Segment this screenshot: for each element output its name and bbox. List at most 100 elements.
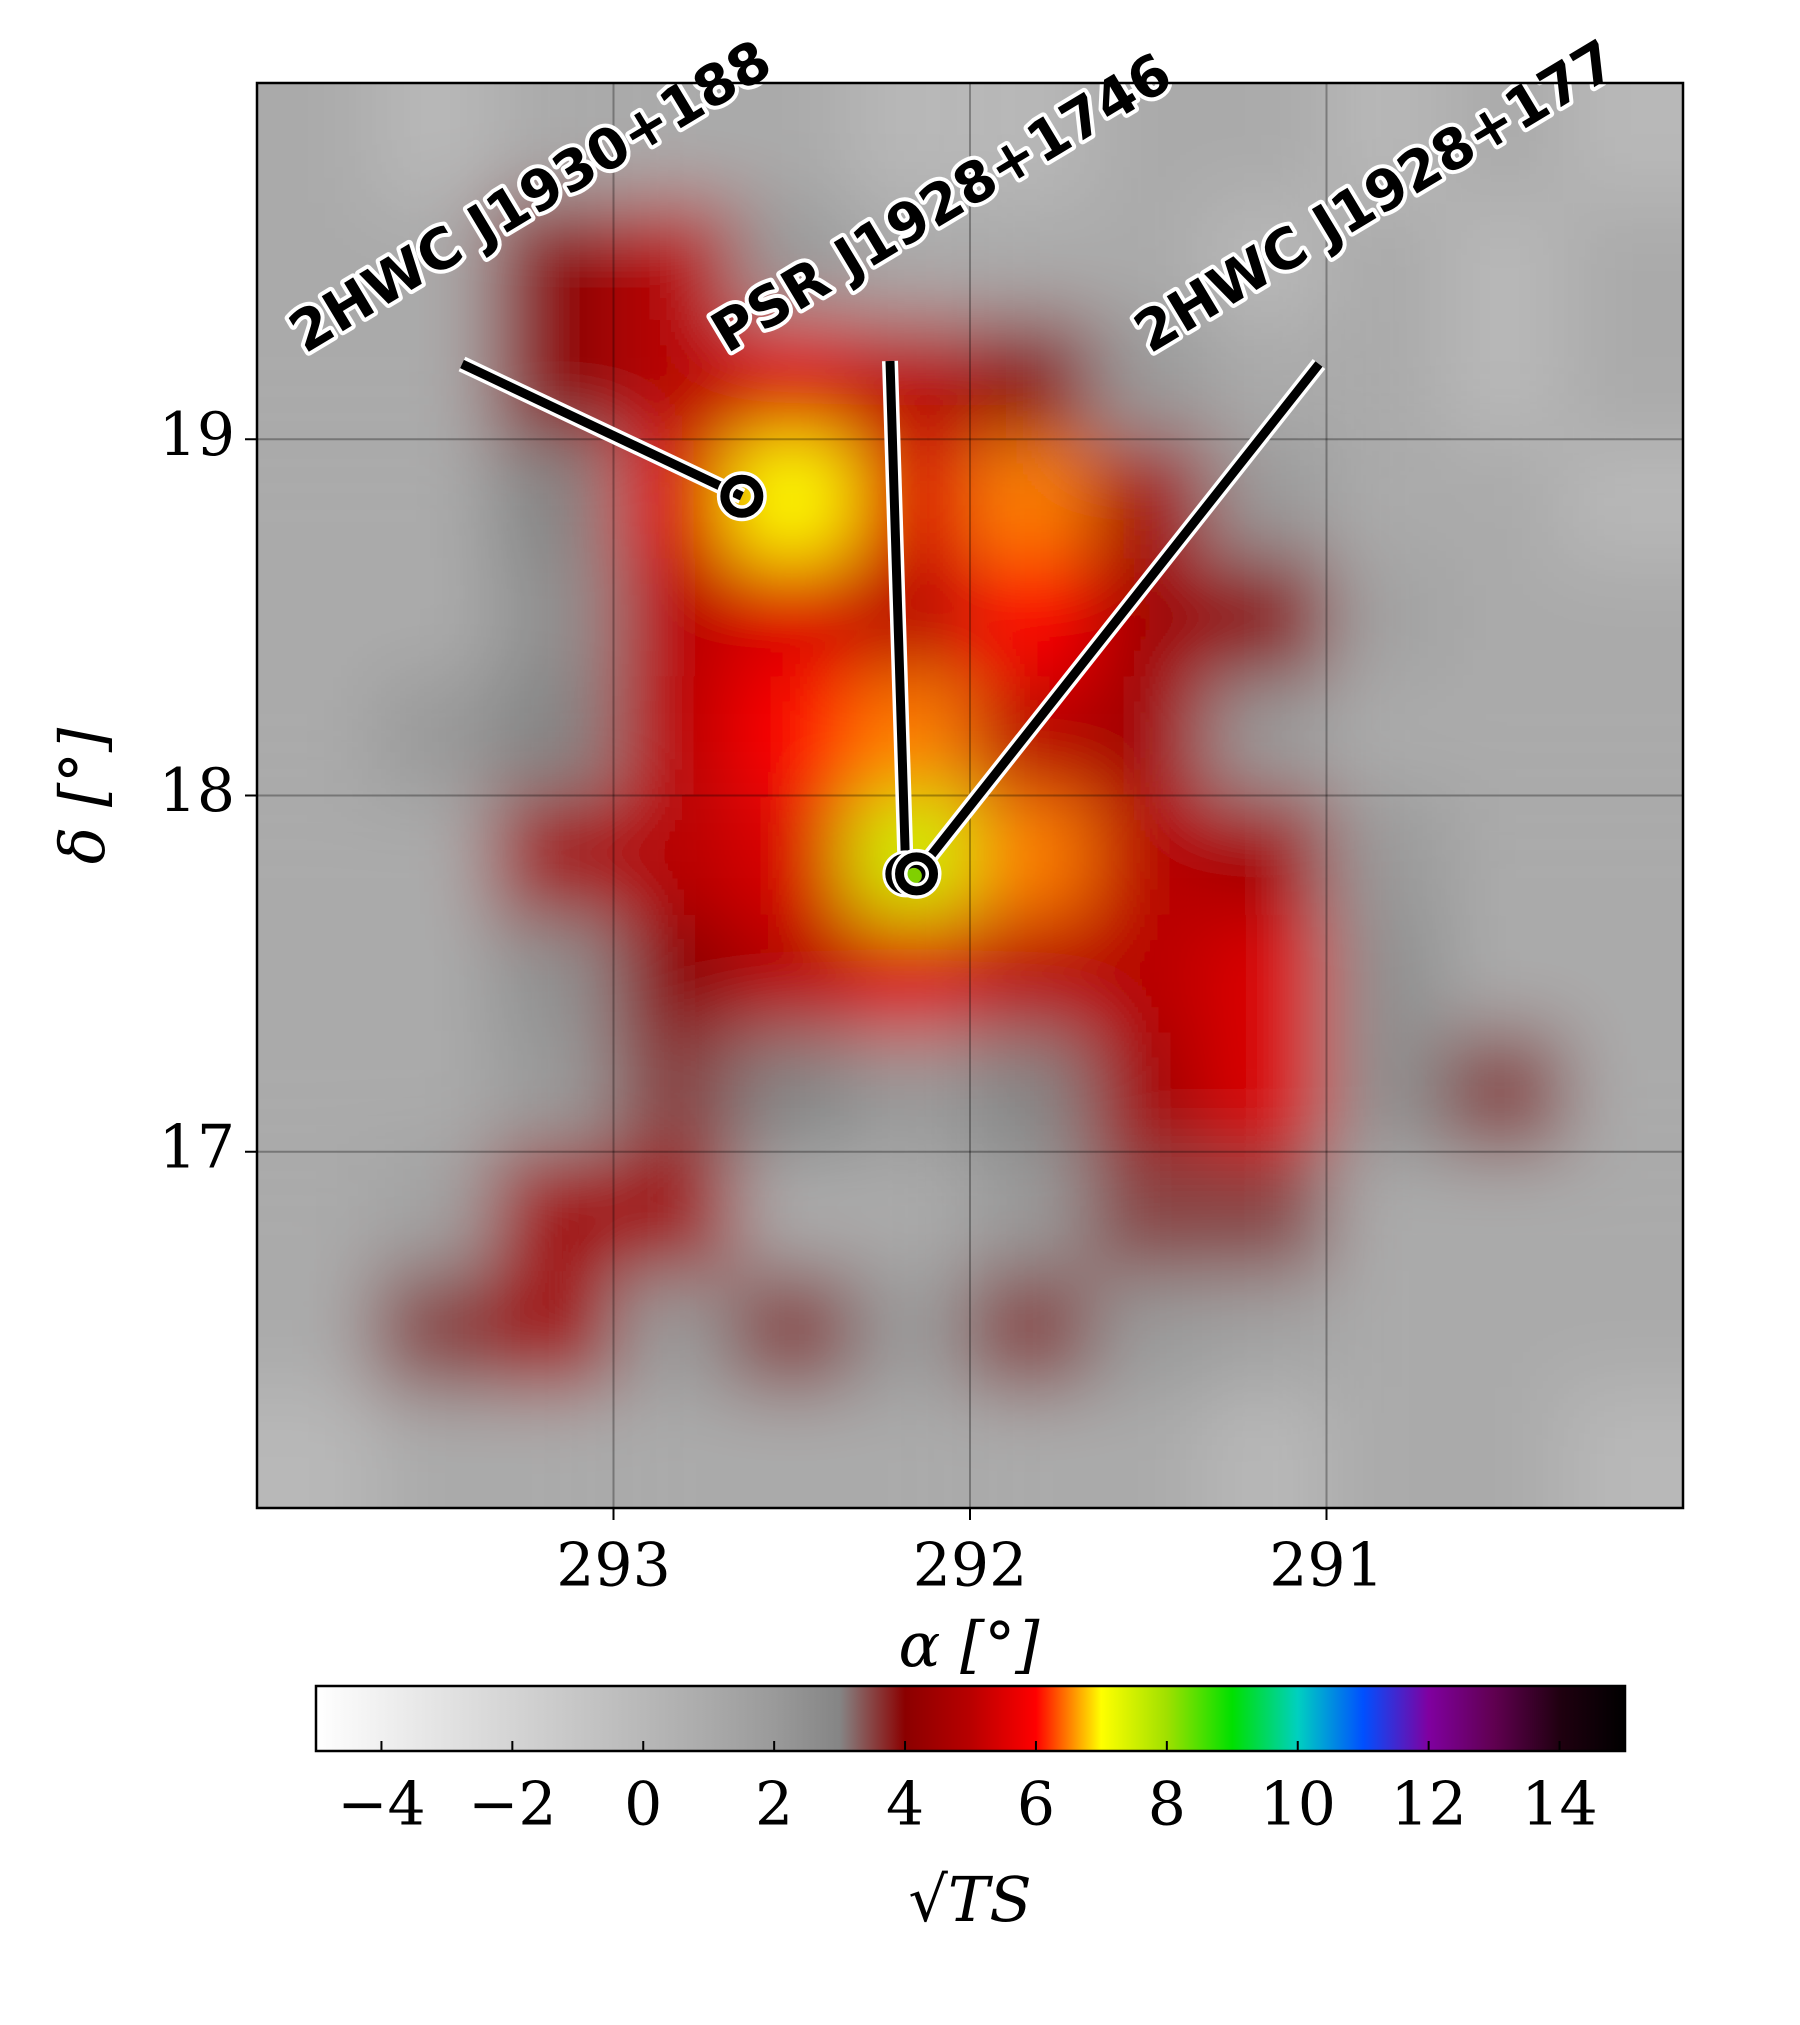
heat-cell [1207, 1388, 1326, 1508]
heat-cell [1563, 202, 1683, 321]
heat-cell [376, 676, 496, 795]
heat-cell [494, 797, 613, 916]
heat-cell [1563, 1271, 1683, 1390]
heat-cell [732, 914, 852, 1034]
heat-cell [1207, 676, 1326, 795]
heat-cell [257, 1388, 378, 1508]
heat-cell [732, 202, 852, 321]
heat-cell [850, 319, 970, 439]
heat-cell [1445, 797, 1565, 916]
heat-cell [494, 83, 613, 204]
heat-cell [494, 914, 613, 1034]
heat-cell [732, 797, 852, 916]
leader-line [885, 360, 911, 875]
heat-cell [494, 1153, 613, 1273]
heat-cell [1563, 1032, 1683, 1151]
heat-cell [1207, 202, 1326, 321]
heat-cell [376, 1271, 496, 1390]
heat-cell [257, 202, 378, 321]
heat-cell [615, 797, 734, 916]
heat-cell [615, 319, 734, 439]
heat-cell [1089, 1153, 1209, 1273]
heat-cell [1328, 83, 1447, 204]
heat-cell [257, 1153, 378, 1273]
colorbar-tick-label: −4 [337, 1770, 425, 1840]
heat-cell [1089, 1388, 1209, 1508]
heat-cell [1089, 319, 1209, 439]
heat-cell [257, 441, 378, 560]
heat-cell [376, 797, 496, 916]
heat-cell [850, 441, 970, 560]
heat-cell [971, 1032, 1091, 1151]
heat-cell [1207, 83, 1326, 204]
heat-cell [1328, 1032, 1447, 1151]
heat-cell [494, 558, 613, 678]
heat-cell [615, 1032, 734, 1151]
heat-cell [257, 797, 378, 916]
heat-cell [1207, 441, 1326, 560]
heat-cell [732, 319, 852, 439]
heat-cell [732, 1153, 852, 1273]
heat-cell [971, 1271, 1091, 1390]
heat-cell [1445, 676, 1565, 795]
heat-cell [376, 558, 496, 678]
heat-cell [376, 1153, 496, 1273]
heat-cell [1328, 1388, 1447, 1508]
heat-cell [1445, 83, 1565, 204]
colorbar-tick-label: 0 [624, 1770, 662, 1840]
heat-cell [615, 558, 734, 678]
heat-cell [1445, 1153, 1565, 1273]
heat-cell [1563, 1388, 1683, 1508]
heat-cell [850, 914, 970, 1034]
heat-cell [1328, 1271, 1447, 1390]
heat-cell [376, 83, 496, 204]
heat-cell [1089, 1032, 1209, 1151]
heat-cell [494, 1388, 613, 1508]
heat-cell [1445, 319, 1565, 439]
heatmap [257, 83, 1683, 1508]
heat-cell [615, 202, 734, 321]
colorbar [314, 1684, 1627, 1753]
heat-cell [257, 83, 378, 204]
leader-line [460, 359, 744, 501]
heat-cell [1328, 676, 1447, 795]
heat-cell [257, 914, 378, 1034]
heat-cell [1207, 1153, 1326, 1273]
heat-cell [1328, 441, 1447, 560]
heat-cell [1089, 914, 1209, 1034]
heat-cell [1445, 914, 1565, 1034]
heat-cell [850, 83, 970, 204]
heat-cell [971, 797, 1091, 916]
heat-cell [1207, 1032, 1326, 1151]
heat-cell [257, 319, 378, 439]
heat-cell [376, 319, 496, 439]
colorbar-tick-label: 12 [1390, 1770, 1466, 1840]
heat-cell [1563, 1153, 1683, 1273]
heat-cell [494, 1271, 613, 1390]
heat-cell [732, 1271, 852, 1390]
colorbar-tick-label: 14 [1521, 1770, 1597, 1840]
heat-cell [850, 1032, 970, 1151]
heat-cell [850, 202, 970, 321]
source-marker [720, 474, 764, 518]
heat-cell [1328, 558, 1447, 678]
heatmap-cells [257, 83, 1683, 1508]
heat-cell [971, 1388, 1091, 1508]
heat-cell [257, 676, 378, 795]
heat-cell [850, 1153, 970, 1273]
y-tick-label: 17 [159, 1112, 235, 1182]
heat-cell [257, 1032, 378, 1151]
heat-cell [971, 441, 1091, 560]
colorbar-tick-label: 8 [1148, 1770, 1186, 1840]
heat-cell [1089, 1271, 1209, 1390]
heat-cell [1445, 441, 1565, 560]
heat-cell [732, 1032, 852, 1151]
heat-cell [732, 1388, 852, 1508]
heat-cell [1207, 558, 1326, 678]
colorbar-tick-label: 10 [1260, 1770, 1336, 1840]
heat-cell [376, 914, 496, 1034]
x-axis-label: α [°] [899, 1608, 1041, 1681]
colorbar-tick-label: 6 [1017, 1770, 1055, 1840]
heat-cell [376, 1032, 496, 1151]
heat-cell [1563, 319, 1683, 439]
